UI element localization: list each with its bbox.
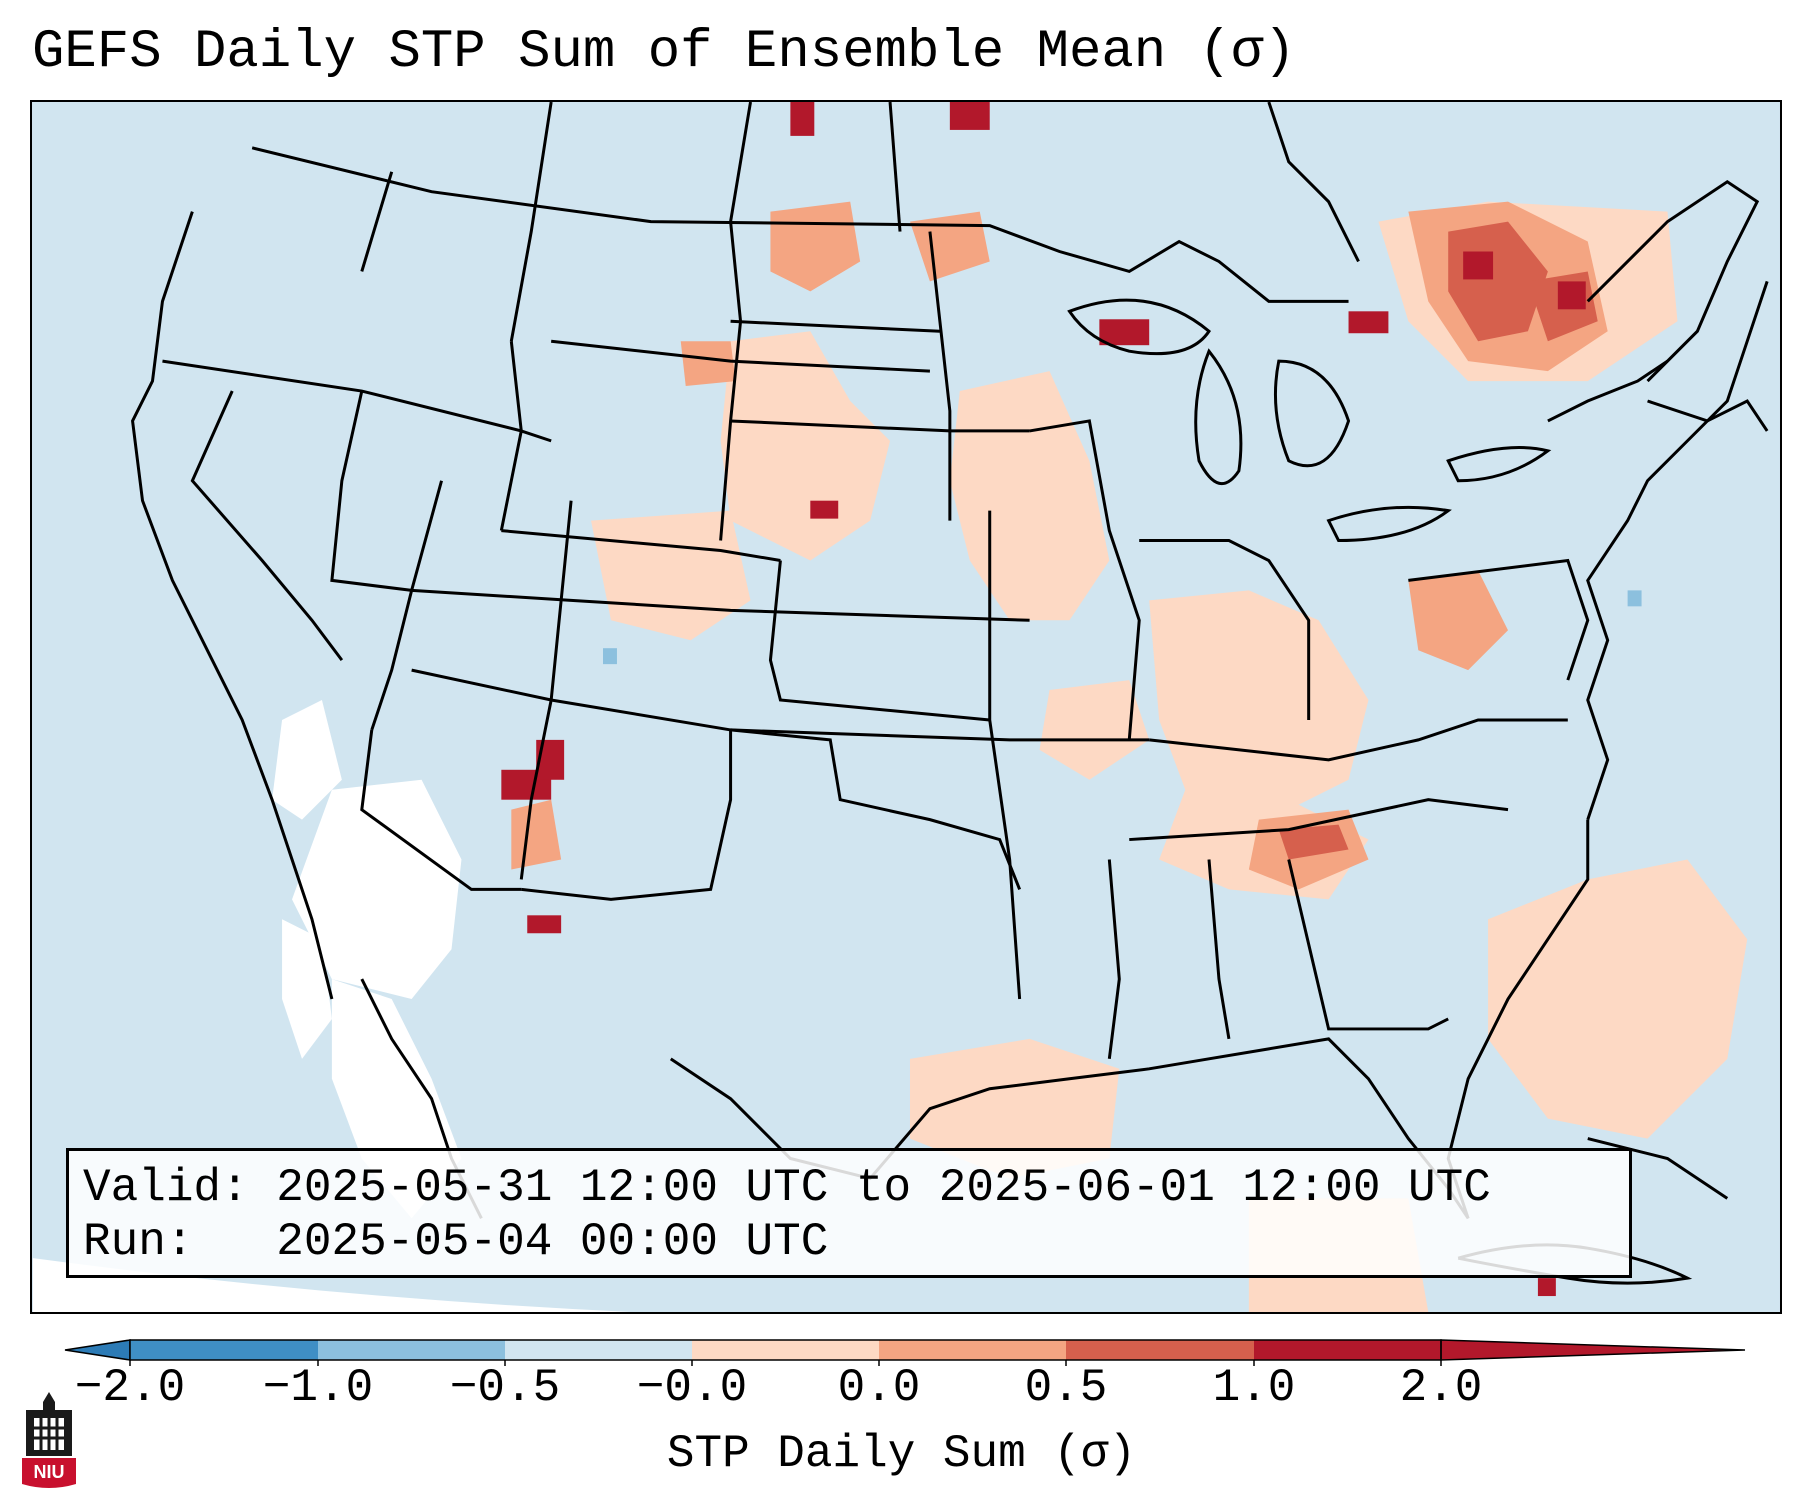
map-panel bbox=[30, 100, 1782, 1314]
colorbar bbox=[64, 1339, 1746, 1366]
colorbar-tick-label: −2.0 bbox=[74, 1362, 186, 1414]
colorbar-segment bbox=[1066, 1340, 1254, 1360]
colorbar-outline bbox=[129, 1339, 1442, 1361]
colorbar-tick-label: 1.0 bbox=[1212, 1362, 1296, 1414]
colorbar-segment bbox=[130, 1340, 318, 1360]
chart-title: GEFS Daily STP Sum of Ensemble Mean (σ) bbox=[32, 22, 1296, 83]
colorbar-tick-label: 0.5 bbox=[1024, 1362, 1108, 1414]
negative-anomaly-spots bbox=[603, 590, 1642, 665]
colorbar-tick-label: −1.0 bbox=[262, 1362, 374, 1414]
valid-run-info-box: Valid: 2025-05-31 12:00 UTC to 2025-06-0… bbox=[66, 1148, 1632, 1278]
colorbar-tick-label: −0.5 bbox=[449, 1362, 561, 1414]
run-time: 2025-05-04 00:00 UTC bbox=[276, 1216, 829, 1268]
colorbar-segment bbox=[879, 1340, 1066, 1360]
valid-time-range: 2025-05-31 12:00 UTC to 2025-06-01 12:00… bbox=[276, 1162, 1491, 1214]
colorbar-tick-label: −0.0 bbox=[636, 1362, 748, 1414]
colorbar-tick-label: 0.0 bbox=[837, 1362, 921, 1414]
boundary-lines bbox=[131, 102, 1769, 1285]
niu-logo: NIU bbox=[22, 1392, 76, 1488]
niu-logo-text: NIU bbox=[34, 1462, 65, 1482]
run-label: Run: bbox=[83, 1216, 194, 1268]
colorbar-segment bbox=[318, 1340, 505, 1360]
colorbar-segment bbox=[692, 1340, 879, 1360]
colorbar-label: STP Daily Sum (σ) bbox=[666, 1428, 1137, 1480]
stp-anomaly-map bbox=[32, 102, 1780, 1312]
colorbar-segment bbox=[505, 1340, 692, 1360]
colorbar-tick-label: 2.0 bbox=[1399, 1362, 1483, 1414]
colorbar-extend-high bbox=[1440, 1339, 1746, 1361]
positive-anomaly-extreme bbox=[501, 102, 1586, 1297]
neutral-region bbox=[32, 700, 631, 1312]
colorbar-extend-low bbox=[64, 1339, 131, 1361]
colorbar-segment bbox=[1254, 1340, 1441, 1360]
valid-label: Valid: bbox=[83, 1162, 249, 1214]
